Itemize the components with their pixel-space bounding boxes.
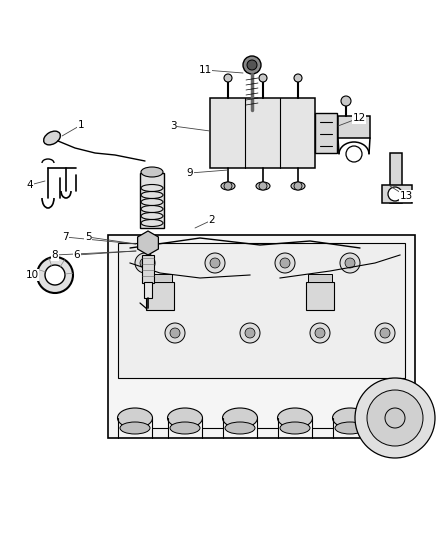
Ellipse shape: [291, 182, 305, 190]
Circle shape: [294, 182, 302, 190]
Circle shape: [247, 60, 257, 70]
Ellipse shape: [280, 422, 310, 434]
Circle shape: [375, 323, 395, 343]
Circle shape: [294, 74, 302, 82]
Ellipse shape: [332, 408, 367, 428]
Bar: [210, 98, 315, 168]
Circle shape: [205, 253, 225, 273]
Text: 5: 5: [85, 232, 91, 242]
Circle shape: [367, 390, 423, 446]
Bar: [142, 255, 154, 283]
Ellipse shape: [375, 422, 405, 434]
Polygon shape: [118, 243, 405, 378]
Text: 9: 9: [187, 168, 193, 178]
Circle shape: [243, 56, 261, 74]
Ellipse shape: [170, 422, 200, 434]
Polygon shape: [138, 231, 159, 255]
Ellipse shape: [223, 408, 258, 428]
Ellipse shape: [225, 422, 255, 434]
Bar: [315, 113, 337, 153]
Circle shape: [259, 182, 267, 190]
Bar: [338, 116, 370, 138]
Circle shape: [37, 257, 73, 293]
Circle shape: [259, 74, 267, 82]
Circle shape: [275, 253, 295, 273]
Circle shape: [210, 258, 220, 268]
Circle shape: [135, 253, 155, 273]
Circle shape: [310, 323, 330, 343]
Circle shape: [345, 258, 355, 268]
Circle shape: [240, 323, 260, 343]
Ellipse shape: [278, 408, 312, 428]
Bar: [146, 282, 174, 310]
Text: 10: 10: [25, 270, 39, 280]
Text: 6: 6: [74, 250, 80, 260]
Circle shape: [224, 182, 232, 190]
Circle shape: [341, 96, 351, 106]
Ellipse shape: [167, 408, 202, 428]
Ellipse shape: [120, 422, 150, 434]
Circle shape: [388, 187, 402, 201]
Bar: [144, 282, 152, 298]
Text: 11: 11: [198, 65, 212, 75]
Ellipse shape: [221, 182, 235, 190]
Bar: [140, 173, 164, 228]
Text: 8: 8: [52, 250, 58, 260]
Circle shape: [346, 146, 362, 162]
Ellipse shape: [256, 182, 270, 190]
Text: 2: 2: [208, 215, 215, 225]
Polygon shape: [108, 235, 415, 438]
Text: 7: 7: [62, 232, 68, 242]
Circle shape: [224, 74, 232, 82]
Bar: [308, 274, 332, 282]
Ellipse shape: [44, 131, 60, 145]
Circle shape: [355, 378, 435, 458]
Circle shape: [245, 328, 255, 338]
Ellipse shape: [117, 408, 152, 428]
Text: 13: 13: [399, 191, 413, 201]
Circle shape: [140, 258, 150, 268]
Circle shape: [45, 265, 65, 285]
Circle shape: [340, 253, 360, 273]
Text: 1: 1: [78, 120, 84, 130]
Circle shape: [380, 328, 390, 338]
Text: 12: 12: [353, 113, 366, 123]
Ellipse shape: [141, 167, 163, 177]
Bar: [382, 185, 412, 203]
Ellipse shape: [372, 408, 407, 428]
Circle shape: [315, 328, 325, 338]
Ellipse shape: [335, 422, 365, 434]
Circle shape: [385, 408, 405, 428]
Text: 4: 4: [27, 180, 33, 190]
Circle shape: [165, 323, 185, 343]
Bar: [306, 282, 334, 310]
Circle shape: [280, 258, 290, 268]
Bar: [390, 153, 402, 203]
Bar: [148, 274, 172, 282]
Circle shape: [170, 328, 180, 338]
Text: 3: 3: [170, 121, 177, 131]
